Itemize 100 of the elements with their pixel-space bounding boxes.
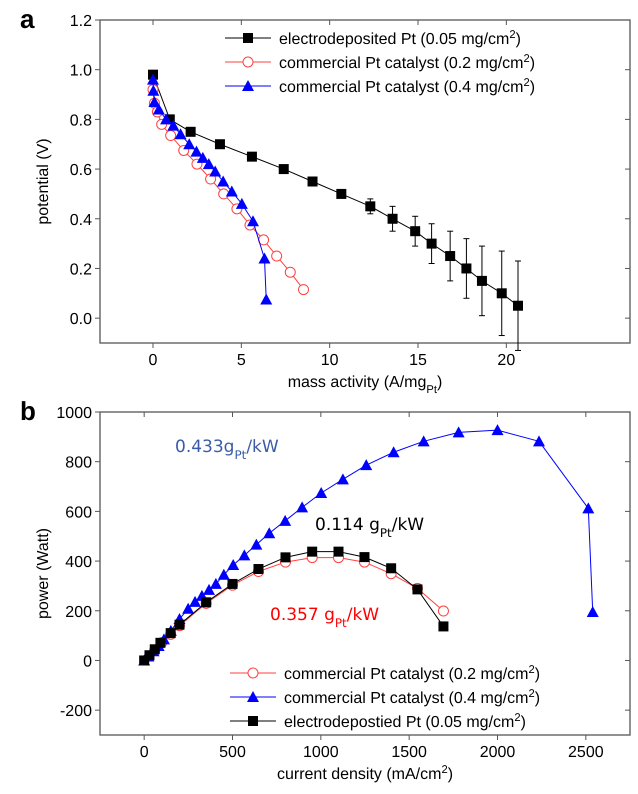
point <box>203 584 216 595</box>
point <box>271 250 282 262</box>
point <box>250 538 262 550</box>
point <box>182 602 194 614</box>
point <box>388 214 398 224</box>
point <box>496 288 507 298</box>
point <box>167 120 180 131</box>
y-tick-label: -200 <box>60 703 92 720</box>
point <box>426 238 437 249</box>
y-tick-label: 1.2 <box>70 13 92 30</box>
point <box>315 487 328 498</box>
point <box>438 606 449 617</box>
point <box>386 563 396 574</box>
point <box>533 435 546 446</box>
point <box>418 435 430 446</box>
point <box>512 300 523 311</box>
point <box>152 103 165 114</box>
point <box>246 215 259 226</box>
x-tick-label: 0 <box>148 352 158 369</box>
y-tick-label: 600 <box>65 504 92 522</box>
point <box>227 559 240 570</box>
point <box>226 185 238 196</box>
x-tick-label: 15 <box>409 352 427 369</box>
point <box>190 146 202 157</box>
annotation: 0.114 g$_{Pt}$/kW <box>315 515 424 540</box>
point <box>308 176 318 186</box>
point <box>260 294 272 305</box>
y-tick-label: 0.6 <box>70 162 92 180</box>
y-tick-label: 400 <box>65 554 92 572</box>
point <box>365 201 376 212</box>
legend-label: electrodeposited Pt (0.05 mg/cm$^{2}$) <box>279 29 521 48</box>
point <box>476 276 487 286</box>
y-tick-label: 800 <box>65 454 92 472</box>
point <box>280 552 290 562</box>
point <box>258 234 270 246</box>
legend-label: commercial Pt catalyst (0.4 mg/cm$^{2}$) <box>284 688 540 707</box>
y-tick-label: 0 <box>83 653 92 670</box>
x-tick-label: 1000 <box>303 744 339 761</box>
x-tick-label: 2500 <box>568 744 604 761</box>
point <box>189 596 202 607</box>
point <box>445 251 456 262</box>
legend-label: commercial Pt catalyst (0.4 mg/cm$^{2}$) <box>279 77 536 96</box>
x-tick-label: 20 <box>497 352 516 369</box>
point <box>147 74 159 85</box>
point <box>492 424 504 436</box>
point <box>334 546 344 557</box>
point <box>410 226 420 236</box>
point <box>298 284 310 296</box>
point <box>586 606 599 618</box>
x-axis-title: mass activity (A/mg$_{Pt}$) <box>288 374 442 396</box>
point <box>238 549 250 560</box>
point <box>214 139 225 150</box>
legend-label: electrodepostied Pt (0.05 mg/cm$^{2}$) <box>284 712 526 731</box>
x-tick-label: 0 <box>140 744 149 761</box>
x-tick-label: 5 <box>236 352 246 369</box>
point <box>582 502 594 514</box>
point <box>236 198 248 209</box>
point <box>183 138 196 150</box>
point <box>438 621 448 632</box>
point <box>279 514 292 526</box>
point <box>210 578 222 589</box>
y-tick-label: 0.8 <box>70 112 92 130</box>
annotation: 0.357 g$_{Pt}$/kW <box>270 605 380 630</box>
x-tick-label: 1500 <box>391 744 428 761</box>
point <box>284 266 296 278</box>
point <box>258 252 270 264</box>
point <box>278 164 289 174</box>
point <box>360 459 372 470</box>
annotation: 0.433g$_{Pt}$/kW <box>175 437 279 462</box>
chart-title: a <box>20 4 35 34</box>
legend-label: commercial Pt catalyst (0.2 mg/cm$^{2}$) <box>279 53 536 72</box>
y-tick-label: 200 <box>65 604 92 621</box>
x-tick-label: 10 <box>320 352 339 369</box>
y-tick-label: 1000 <box>56 405 92 422</box>
y-tick-label: 1.0 <box>70 62 92 80</box>
x-tick-label: 2000 <box>480 744 516 761</box>
y-tick-label: 0.4 <box>70 212 92 229</box>
y-axis-title: potential (V) <box>35 138 52 225</box>
point <box>202 158 215 170</box>
point <box>218 188 230 200</box>
point <box>165 130 176 142</box>
point <box>186 126 196 137</box>
point <box>336 473 349 484</box>
point <box>218 568 230 580</box>
x-tick-label: 500 <box>219 744 246 761</box>
point <box>359 552 370 562</box>
point <box>160 113 172 124</box>
legend-label: commercial Pt catalyst (0.2 mg/cm$^{2}$) <box>284 664 540 683</box>
x-axis-title: current density (mA/cm$^{2}$) <box>276 764 454 783</box>
y-tick-label: 0.0 <box>70 311 92 328</box>
point <box>452 426 465 438</box>
point <box>461 263 472 274</box>
y-axis-title: power (Watt) <box>35 528 52 619</box>
point <box>209 166 222 177</box>
point <box>196 152 209 163</box>
point <box>174 128 187 140</box>
point <box>336 188 346 199</box>
point <box>246 152 257 162</box>
point <box>307 546 318 557</box>
point <box>296 501 308 512</box>
